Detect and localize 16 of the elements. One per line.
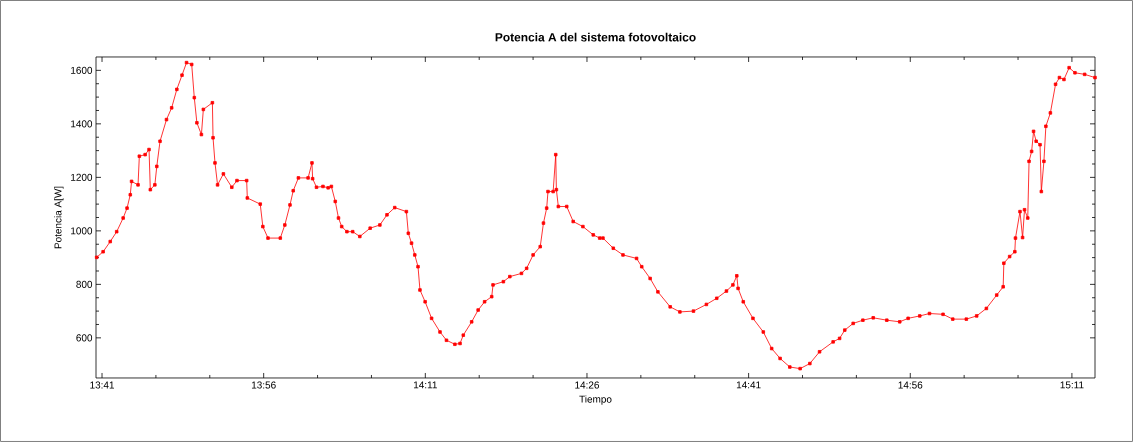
x-tick-label: 14:56 (898, 381, 923, 389)
y-tick-label: 600 (76, 334, 93, 342)
y-tick-label: 1600 (71, 66, 93, 74)
y-tick-label: 1400 (71, 120, 93, 128)
x-axis-title: Tiempo (579, 395, 612, 405)
x-tick-label: 14:41 (736, 381, 761, 389)
y-tick-label: 800 (76, 280, 93, 288)
x-tick-label: 15:11 (1060, 381, 1084, 389)
x-tick-label: 14:26 (575, 381, 599, 389)
y-tick-label: 1000 (71, 227, 93, 235)
y-tick-label: 1200 (71, 173, 93, 181)
chart-title: Potencia A del sistema fotovoltaico (495, 32, 696, 42)
x-tick-label: 13:41 (90, 381, 115, 389)
y-axis-title: Potencia A[W] (54, 186, 64, 249)
x-tick-label: 13:56 (251, 381, 276, 389)
x-tick-label: 14:11 (413, 381, 437, 389)
